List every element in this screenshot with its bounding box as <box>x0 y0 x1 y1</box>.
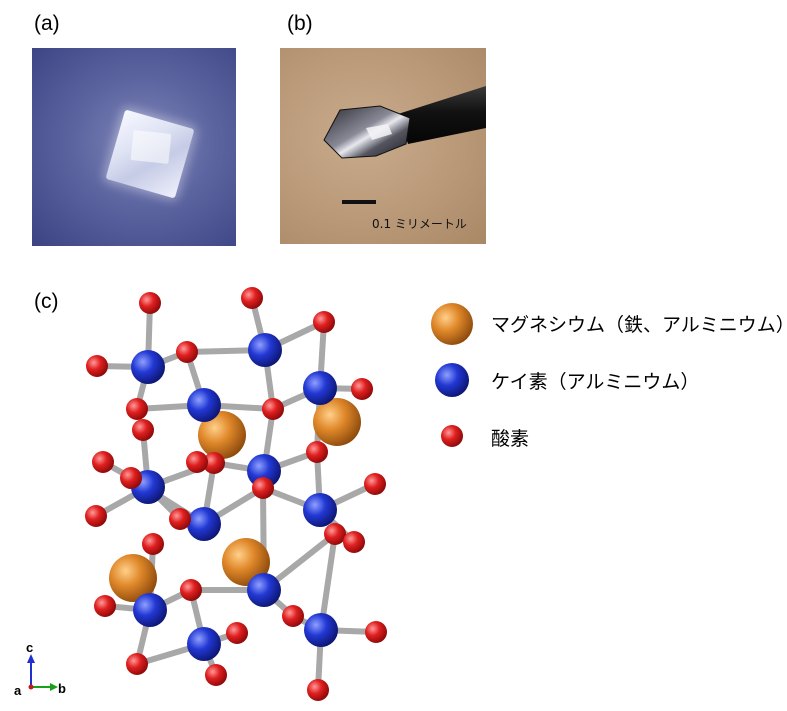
oxygen-atom <box>126 653 148 675</box>
oxygen-atom <box>94 595 116 617</box>
legend-label-silicon: ケイ素（アルミニウム） <box>491 371 700 393</box>
silicon-atom <box>187 627 221 661</box>
oxygen-atom <box>139 292 161 314</box>
axis-triad <box>27 654 58 691</box>
oxygen-atom <box>364 473 386 495</box>
oxygen-atom <box>186 451 208 473</box>
oxygen-atom <box>205 664 227 686</box>
crystal-structure-diagram <box>27 287 473 701</box>
scale-bar-label: 0.1 ミリメートル <box>372 217 467 231</box>
oxygen-atom <box>241 287 263 309</box>
oxygen-atom <box>252 477 274 499</box>
magnesium-atom <box>109 554 157 602</box>
oxygen-atom <box>169 508 191 530</box>
axis-label-b: b <box>58 681 66 696</box>
silicon-atom <box>133 593 167 627</box>
oxygen-atom <box>132 419 154 441</box>
oxygen-atom <box>120 467 142 489</box>
silicon-atom <box>187 388 221 422</box>
magnesium-atom <box>198 411 246 459</box>
oxygen-atom <box>313 311 335 333</box>
crystal-image <box>105 109 195 199</box>
oxygen-atom <box>262 398 284 420</box>
magnesium-atom <box>313 398 361 446</box>
silicon-atom <box>303 493 337 527</box>
legend-oxygen-swatch <box>441 425 463 447</box>
oxygen-atom <box>126 398 148 420</box>
silicon-atom <box>131 350 165 384</box>
scale-bar <box>342 200 376 204</box>
crystal-photo-a <box>32 48 236 246</box>
oxygen-atom <box>365 621 387 643</box>
axis-label-a: a <box>14 683 22 698</box>
silicon-atom <box>248 333 282 367</box>
oxygen-atom <box>282 605 304 627</box>
mounted-crystal-image <box>323 86 486 159</box>
panel-a-label: (a) <box>34 12 60 35</box>
legend-silicon-swatch <box>435 363 469 397</box>
oxygen-atom <box>85 505 107 527</box>
oxygen-atom <box>180 579 202 601</box>
atom-group <box>85 287 387 701</box>
panel-c-label: (c) <box>34 290 59 313</box>
legend-magnesium-swatch <box>431 303 473 345</box>
oxygen-atom <box>226 622 248 644</box>
oxygen-atom <box>203 452 225 474</box>
crystal-photo-b: 0.1 ミリメートル <box>280 48 486 244</box>
oxygen-atom <box>92 451 114 473</box>
oxygen-atom <box>343 531 365 553</box>
panel-b-label: (b) <box>287 12 313 35</box>
oxygen-atom <box>351 378 373 400</box>
axis-label-c: c <box>26 640 34 655</box>
magnesium-atom <box>222 538 270 586</box>
oxygen-atom <box>306 441 328 463</box>
oxygen-atom <box>307 679 329 701</box>
legend-label-magnesium: マグネシウム（鉄、アルミニウム） <box>491 314 787 336</box>
legend-label-oxygen: 酸素 <box>491 428 530 450</box>
oxygen-atom <box>324 523 346 545</box>
oxygen-atom <box>142 533 164 555</box>
oxygen-atom <box>86 355 108 377</box>
silicon-atom <box>304 613 338 647</box>
oxygen-atom <box>176 341 198 363</box>
silicon-atom <box>187 507 221 541</box>
silicon-atom <box>247 573 281 607</box>
silicon-atom <box>303 371 337 405</box>
silicon-atom <box>247 454 281 488</box>
